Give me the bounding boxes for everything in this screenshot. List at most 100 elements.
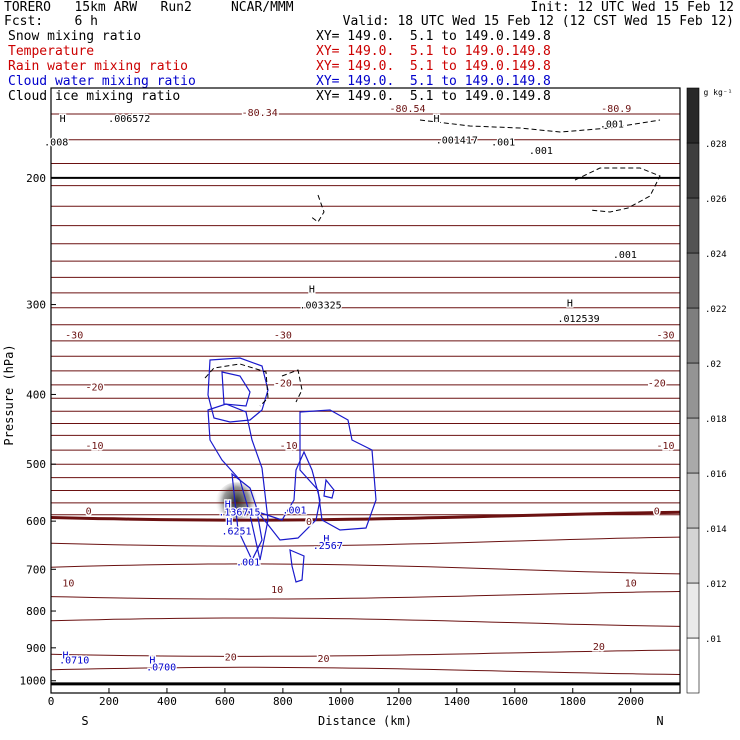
contour-labels: -80.34 -80.54 -80.9 -30 -30 -30 -20 -20 -20 -10 -1… (43, 103, 676, 675)
colorbar-segment-0 (686, 637, 700, 694)
temperature-label-7: -20 (274, 379, 292, 390)
field-annotation-21: H (62, 651, 68, 662)
temperature-isotherm-low-5 (50, 666, 681, 675)
field-rain-xy: XY= 149.0. 5.1 to 149.0.149.8 (316, 59, 551, 74)
cloud-water-contours (207, 357, 377, 583)
field-annotation-20: .001 (236, 558, 260, 569)
colorbar-segment-7 (686, 252, 700, 309)
field-annotation-18: H (323, 534, 329, 545)
colorbar-tick-label-1: .012 (705, 580, 727, 590)
cloud-water-contour-6 (323, 478, 335, 499)
cloud-water-contour-7 (221, 371, 251, 407)
init-time: Init: 12 UTC Wed 15 Feb 12 (530, 0, 735, 15)
temperature-isotherm-low-4 (50, 649, 681, 657)
plot-frame (50, 87, 681, 694)
field-annotation-1: .006572 (108, 114, 150, 125)
x-tick-label-2: 400 (157, 695, 177, 708)
field-cloud-water-xy: XY= 149.0. 5.1 to 149.0.149.8 (316, 74, 551, 89)
cloud-water-contour-5 (289, 549, 305, 583)
field-annotation-4: .001417 (436, 136, 478, 147)
temperature-contours (50, 113, 681, 675)
colorbar-segment-2 (686, 527, 700, 584)
cloud-water-contour-1 (207, 403, 269, 561)
field-annotation-7: .001 (600, 119, 624, 130)
field-temperature-xy: XY= 149.0. 5.1 to 149.0.149.8 (316, 44, 551, 59)
x-axis-label: Distance (km) (318, 714, 412, 728)
colorbar-segment-5 (686, 362, 700, 419)
colorbar-segment-4 (686, 417, 700, 474)
colorbar-tick-label-6: .022 (705, 305, 727, 315)
cloud-ice-contour-3 (204, 363, 269, 407)
colorbar-tick-label-5: .02 (705, 360, 721, 370)
cloud-ice-contours (204, 119, 661, 407)
temperature-label-2: -80.9 (601, 104, 631, 115)
temperature-label-18: 20 (225, 652, 237, 663)
colorbar-segment-10 (686, 87, 700, 144)
temperature-isotherm-low-0 (50, 536, 681, 547)
temperature-label-15: 10 (62, 578, 74, 589)
field-rain-name: Rain water mixing ratio (8, 59, 189, 74)
x-tick-label-10: 2000 (617, 695, 644, 708)
south-endpoint: S (81, 714, 88, 728)
temperature-label-11: -10 (656, 441, 674, 452)
temperature-label-16: 10 (271, 585, 283, 596)
field-cloud-ice-name: Cloud ice mixing ratio (8, 89, 181, 104)
colorbar-segment-1 (686, 582, 700, 639)
field-annotation-9: H (309, 285, 315, 296)
x-tick-label-5: 1000 (328, 695, 355, 708)
forecast-hour: Fcst: 6 h (4, 14, 98, 29)
temperature-label-3: -30 (65, 330, 83, 341)
colorbar: g kg⁻¹ .01 .012 .014 .016 .018 .02 .022 .024 .02… (686, 87, 732, 694)
temperature-label-5: -30 (656, 330, 674, 341)
valid-time: Valid: 18 UTC Wed 15 Feb 12 (12 CST Wed … (342, 14, 734, 29)
field-temperature-name: Temperature (8, 44, 95, 59)
snow-shading (214, 482, 259, 531)
snow-maximum-shading (214, 482, 259, 531)
field-annotation-6: .001 (529, 146, 553, 157)
temperature-label-9: -10 (85, 441, 103, 452)
y-tick-label-5: 700 (26, 563, 46, 576)
field-annotation-14: .136715 (218, 508, 260, 519)
cloud-water-contour-3 (231, 472, 263, 562)
field-annotation-5: .001 (491, 137, 515, 148)
y-tick-label-4: 600 (26, 515, 46, 528)
field-annotation-11: H (567, 298, 573, 309)
colorbar-segment-8 (686, 197, 700, 254)
field-annotation-24: .0700 (146, 662, 176, 673)
x-tick-label-0: 0 (48, 695, 55, 708)
temperature-label-14: 0 (654, 507, 660, 518)
field-annotation-17: .6251 (221, 526, 251, 537)
axes: Distance (km) Pressure (hPa) S N 0 200 400… (2, 172, 664, 728)
colorbar-tick-label-2: .014 (705, 525, 727, 535)
field-snow-xy: XY= 149.0. 5.1 to 149.0.149.8 (316, 29, 551, 44)
field-annotation-16: H (226, 517, 232, 528)
y-tick-label-3: 500 (26, 458, 46, 471)
cloud-water-contour-4 (256, 450, 321, 541)
field-cloud-water-name: Cloud water mixing ratio (8, 74, 196, 89)
field-annotation-0: H (60, 114, 66, 125)
x-tick-label-4: 800 (273, 695, 293, 708)
temperature-label-4: -30 (274, 330, 292, 341)
temperature-label-17: 10 (625, 578, 637, 589)
colorbar-tick-label-7: .024 (705, 250, 727, 260)
temperature-isotherm-low-1 (50, 563, 681, 575)
field-annotation-3: H (434, 114, 440, 125)
x-tick-label-9: 1800 (560, 695, 587, 708)
colorbar-tick-label-4: .018 (705, 415, 727, 425)
field-annotation-19: .2567 (313, 541, 343, 552)
colorbar-segment-3 (686, 472, 700, 529)
cloud-water-contour-0 (207, 357, 269, 423)
north-endpoint: N (656, 714, 663, 728)
field-annotation-13: H (225, 499, 231, 510)
cloud-ice-contour-4 (281, 369, 303, 403)
x-tick-label-7: 1400 (444, 695, 471, 708)
colorbar-tick-label-9: .028 (705, 140, 727, 150)
field-annotation-2: .008 (44, 137, 68, 148)
temperature-label-0: -80.34 (242, 108, 278, 119)
temperature-isotherm-zero (50, 510, 681, 522)
temperature-label-6: -20 (85, 383, 103, 394)
x-tick-label-1: 200 (99, 695, 119, 708)
cloud-water-contour-2 (299, 409, 377, 531)
colorbar-segment-9 (686, 142, 700, 199)
